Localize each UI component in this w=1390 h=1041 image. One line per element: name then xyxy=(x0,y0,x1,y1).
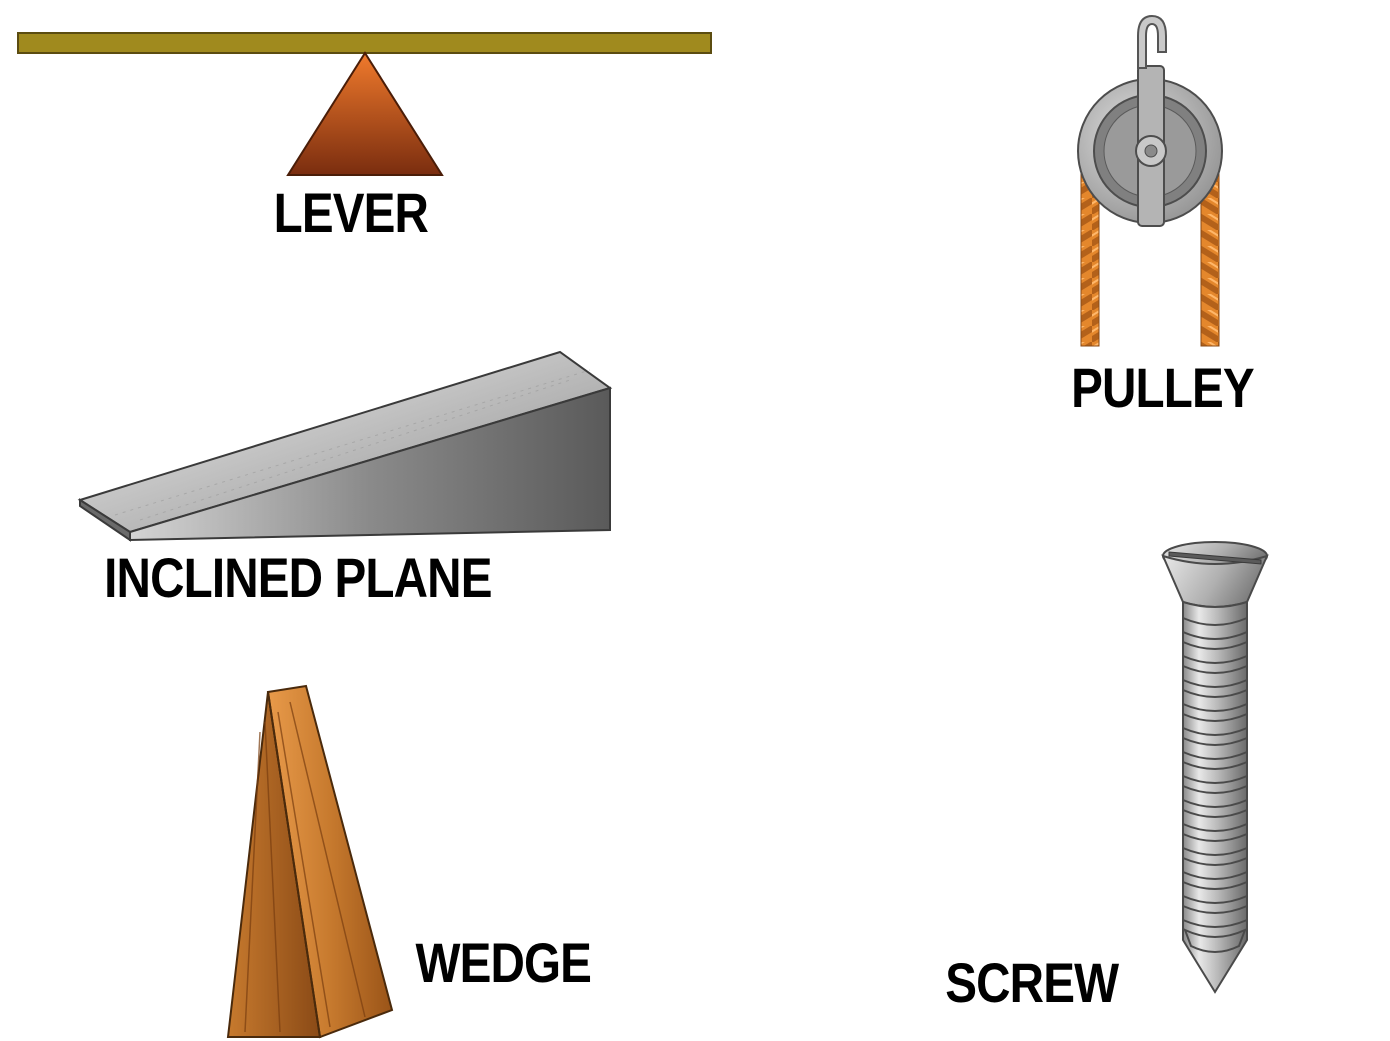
lever-fulcrum xyxy=(288,53,442,175)
wedge-label: WEDGE xyxy=(415,930,591,995)
lever-bar xyxy=(18,33,711,53)
pulley-label: PULLEY xyxy=(1071,355,1254,420)
inclined-plane-label: INCLINED PLANE xyxy=(104,545,491,610)
pulley-illustration xyxy=(1020,6,1280,366)
screw-label: SCREW xyxy=(945,950,1118,1015)
wedge-illustration xyxy=(170,672,430,1041)
pulley-hook xyxy=(1138,16,1166,68)
diagram-canvas: LEVER xyxy=(0,0,1390,1041)
inclined-plane-illustration xyxy=(70,320,710,560)
lever-label: LEVER xyxy=(274,180,428,245)
screw-illustration xyxy=(1135,540,1295,1020)
